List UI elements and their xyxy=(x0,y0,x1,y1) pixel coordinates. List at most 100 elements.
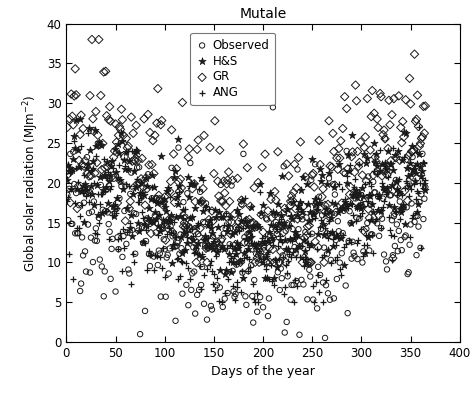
H&S xyxy=(260,240,268,246)
GR xyxy=(264,208,272,214)
Observed xyxy=(365,247,373,253)
ANG xyxy=(348,200,356,207)
H&S xyxy=(342,202,349,208)
ANG xyxy=(221,290,228,296)
H&S xyxy=(229,259,237,265)
ANG xyxy=(213,275,220,281)
GR xyxy=(400,134,408,140)
ANG xyxy=(278,239,285,245)
H&S xyxy=(67,186,75,193)
GR xyxy=(386,121,394,128)
H&S xyxy=(255,224,263,230)
GR xyxy=(123,135,130,141)
GR xyxy=(314,244,322,250)
Observed xyxy=(322,282,330,288)
H&S xyxy=(131,150,139,156)
H&S xyxy=(384,148,392,154)
GR xyxy=(159,202,166,208)
Observed xyxy=(279,252,286,259)
Observed xyxy=(404,271,411,277)
Observed xyxy=(209,233,217,240)
GR xyxy=(341,94,348,100)
ANG xyxy=(249,281,257,287)
GR xyxy=(251,259,259,266)
Observed xyxy=(342,283,349,289)
ANG xyxy=(263,250,271,257)
H&S xyxy=(388,182,396,188)
ANG xyxy=(332,242,340,249)
H&S xyxy=(254,222,261,228)
Observed xyxy=(110,176,118,182)
H&S xyxy=(341,198,348,205)
GR xyxy=(225,169,232,175)
GR xyxy=(98,167,106,173)
H&S xyxy=(354,204,361,210)
GR xyxy=(137,176,145,182)
GR xyxy=(127,198,134,204)
H&S xyxy=(306,217,313,224)
Observed xyxy=(385,186,393,192)
H&S xyxy=(230,246,237,252)
Observed xyxy=(112,288,119,295)
ANG xyxy=(141,240,149,246)
GR xyxy=(100,69,108,75)
H&S xyxy=(289,198,296,205)
Observed xyxy=(105,221,112,227)
Observed xyxy=(291,244,298,250)
ANG xyxy=(178,258,185,264)
GR xyxy=(306,222,313,229)
GR xyxy=(96,141,104,148)
H&S xyxy=(248,225,256,231)
GR xyxy=(270,259,278,266)
Observed xyxy=(264,313,272,319)
GR xyxy=(359,172,366,178)
Observed xyxy=(227,225,235,231)
H&S xyxy=(183,239,191,246)
GR xyxy=(102,68,109,74)
Observed xyxy=(299,216,306,222)
GR xyxy=(394,191,401,197)
H&S xyxy=(118,138,126,144)
H&S xyxy=(191,181,198,187)
ANG xyxy=(321,225,329,231)
H&S xyxy=(266,189,274,196)
ANG xyxy=(230,253,237,259)
H&S xyxy=(84,161,92,167)
GR xyxy=(206,144,214,151)
GR xyxy=(165,217,173,223)
GR xyxy=(373,158,380,165)
GR xyxy=(110,154,118,160)
Observed xyxy=(118,183,125,189)
ANG xyxy=(136,199,143,205)
ANG xyxy=(368,231,376,238)
Observed xyxy=(386,192,394,198)
ANG xyxy=(354,205,361,211)
GR xyxy=(344,166,351,172)
GR xyxy=(346,191,354,198)
H&S xyxy=(117,177,124,184)
ANG xyxy=(107,183,114,189)
Observed xyxy=(212,241,219,247)
GR xyxy=(162,237,170,243)
Observed xyxy=(165,270,173,277)
H&S xyxy=(296,242,303,249)
Observed xyxy=(89,259,97,265)
H&S xyxy=(250,241,258,247)
ANG xyxy=(192,244,200,251)
GR xyxy=(417,140,424,147)
H&S xyxy=(99,187,107,193)
ANG xyxy=(302,256,310,263)
H&S xyxy=(95,139,102,145)
ANG xyxy=(139,215,147,221)
GR xyxy=(286,203,293,209)
Observed xyxy=(207,303,215,309)
GR xyxy=(168,127,175,133)
H&S xyxy=(175,136,182,142)
Observed xyxy=(137,195,145,201)
H&S xyxy=(324,247,332,253)
H&S xyxy=(208,230,216,236)
Observed xyxy=(376,207,384,213)
H&S xyxy=(202,236,210,242)
GR xyxy=(126,205,133,211)
ANG xyxy=(156,253,164,260)
